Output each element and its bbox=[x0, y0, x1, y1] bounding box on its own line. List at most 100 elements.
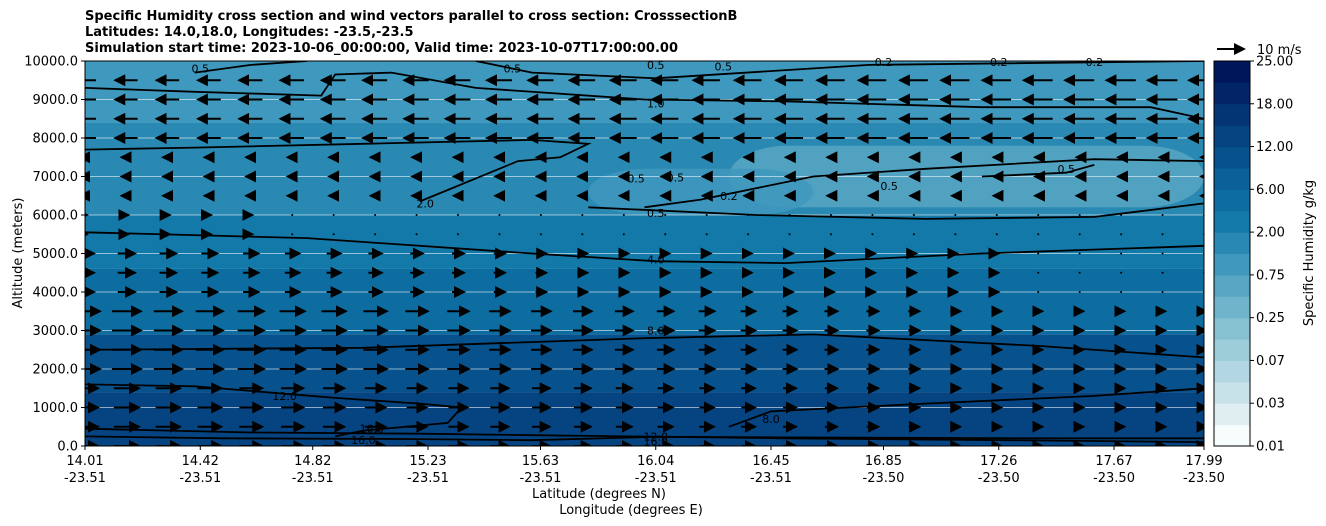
colorbar-segment bbox=[1214, 61, 1250, 83]
contour-label: 0.2 bbox=[875, 56, 893, 69]
colorbar-tick-label: 18.00 bbox=[1256, 97, 1293, 112]
wind-vectors bbox=[85, 74, 1204, 446]
contour-label: 0.5 bbox=[714, 60, 732, 73]
wind-vector bbox=[374, 214, 377, 216]
colorbar-segment bbox=[1214, 210, 1250, 233]
wind-vector bbox=[332, 233, 335, 236]
colorbar-segment bbox=[1214, 339, 1250, 361]
wind-vector bbox=[539, 214, 542, 216]
shading-band bbox=[85, 334, 1204, 393]
contour-label: 0.5 bbox=[880, 180, 898, 193]
wind-vector bbox=[1161, 291, 1164, 293]
contour-label: 12.0 bbox=[643, 430, 668, 443]
x-tick-label-lat: 17.67 bbox=[1095, 454, 1132, 469]
x-tick-label-lat: 17.26 bbox=[980, 454, 1017, 469]
wind-vector bbox=[1078, 233, 1081, 236]
y-tick-label: 2000.0 bbox=[33, 363, 79, 378]
colorbar-segment bbox=[1214, 274, 1250, 297]
x-tick-label-lon: -23.50 bbox=[1093, 471, 1135, 486]
y-tick-label: 0.0 bbox=[57, 440, 78, 455]
contour-label: 0.5 bbox=[627, 172, 645, 185]
y-tick-label: 5000.0 bbox=[33, 247, 79, 262]
contour-8.0 bbox=[85, 333, 1204, 359]
contour-4.0 bbox=[85, 231, 1204, 265]
wind-vector bbox=[1161, 214, 1164, 216]
shading-patch bbox=[588, 168, 814, 215]
wind-vector bbox=[664, 214, 667, 216]
colorbar-tick-label: 2.00 bbox=[1256, 226, 1285, 241]
y-tick-label: 1000.0 bbox=[33, 401, 79, 416]
x-tick-label-lat: 15.23 bbox=[409, 454, 446, 469]
x-tick-label-lat: 16.45 bbox=[752, 454, 789, 469]
x-tick-label-lon: -23.51 bbox=[407, 471, 449, 486]
contour-label: 8.0 bbox=[762, 413, 780, 426]
y-tick-label: 4000.0 bbox=[33, 286, 79, 301]
wind-vector bbox=[539, 233, 542, 236]
x-tick-label-lon: -23.51 bbox=[64, 471, 106, 486]
contour-2.0 bbox=[85, 138, 592, 203]
colorbar-segment bbox=[1214, 317, 1250, 340]
chart-title-line-1: Specific Humidity cross section and wind… bbox=[85, 9, 738, 24]
contour-label: 0.5 bbox=[1057, 163, 1075, 176]
x-tick-label-lon: -23.51 bbox=[635, 471, 677, 486]
y-axis: 0.0 1000.0 2000.0 3000.0 4000.0 5000.0 6000.0 7… bbox=[24, 55, 85, 455]
colorbar-segment bbox=[1214, 103, 1250, 126]
contour-label: 0.5 bbox=[667, 171, 685, 184]
contour-0.5 bbox=[981, 164, 1095, 178]
contour-0.5 bbox=[194, 61, 308, 74]
colorbar-frame bbox=[1213, 60, 1251, 447]
wind-vector bbox=[830, 233, 832, 236]
wind-vector bbox=[954, 233, 957, 236]
wind-vector bbox=[995, 214, 998, 216]
contour-label: 12.0 bbox=[272, 390, 297, 403]
wind-vector bbox=[457, 214, 459, 216]
wind-vector bbox=[788, 214, 791, 216]
colorbar-label: Specific Humidity g/kg bbox=[1302, 180, 1317, 326]
contour-label: 4.0 bbox=[647, 253, 665, 266]
contour-label: 0.2 bbox=[990, 56, 1008, 69]
wind-vector bbox=[912, 233, 915, 236]
wind-vector bbox=[581, 233, 584, 236]
contour-label: 8.0 bbox=[647, 325, 665, 338]
colorbar-tick-label: 25.00 bbox=[1256, 55, 1293, 70]
colorbar-segment bbox=[1214, 232, 1250, 254]
wind-vector bbox=[291, 214, 294, 216]
wind-vector bbox=[332, 214, 335, 216]
x-tick-label-lon: -23.51 bbox=[750, 471, 792, 486]
wind-vector bbox=[995, 233, 998, 236]
wind-vector bbox=[498, 214, 501, 216]
colorbar-segment bbox=[1214, 146, 1250, 169]
x-tick-label-lon: -23.51 bbox=[292, 471, 334, 486]
colorbar-tick-label: 6.00 bbox=[1256, 183, 1285, 198]
y-axis-label: Altitude (meters) bbox=[11, 198, 26, 309]
y-tick-label: 8000.0 bbox=[33, 132, 79, 147]
chart-title-line-2: Latitudes: 14.0,18.0, Longitudes: -23.5,… bbox=[85, 25, 414, 40]
x-tick-label-lat: 15.63 bbox=[522, 454, 559, 469]
contour-12.0 bbox=[85, 435, 1204, 442]
wind-vector bbox=[622, 233, 625, 236]
wind-vector bbox=[622, 214, 625, 216]
wind-vector bbox=[1078, 271, 1081, 274]
contour-label: 2.0 bbox=[416, 197, 434, 210]
y-tick-label: 3000.0 bbox=[33, 324, 79, 339]
contour-label: 0.5 bbox=[504, 63, 522, 76]
x-tick-label-lat: 16.85 bbox=[865, 454, 902, 469]
colorbar-tick-label: 0.75 bbox=[1256, 268, 1285, 283]
humidity-contours bbox=[85, 61, 1204, 443]
x-tick-label-lon: -23.51 bbox=[520, 471, 562, 486]
colorbar-tick-label: 0.07 bbox=[1256, 354, 1285, 369]
y-tick-label: 7000.0 bbox=[33, 170, 79, 185]
x-tick-label-lat: 14.82 bbox=[294, 454, 331, 469]
y-tick-label: 9000.0 bbox=[33, 93, 79, 108]
contour-8.0 bbox=[728, 387, 1204, 428]
contour-label: 0.2 bbox=[720, 190, 738, 203]
contour-label: 16.0 bbox=[643, 435, 668, 448]
wind-vector bbox=[1161, 252, 1164, 255]
wind-vector bbox=[374, 233, 377, 236]
quiver-key: 10 m/s bbox=[1217, 43, 1302, 58]
colorbar-tick-label: 12.00 bbox=[1256, 140, 1293, 155]
contour-16.0 bbox=[85, 427, 1204, 443]
wind-vector bbox=[1120, 252, 1123, 255]
contour-label: 0.2 bbox=[1086, 56, 1104, 69]
contour-label: 0.5 bbox=[192, 63, 210, 76]
